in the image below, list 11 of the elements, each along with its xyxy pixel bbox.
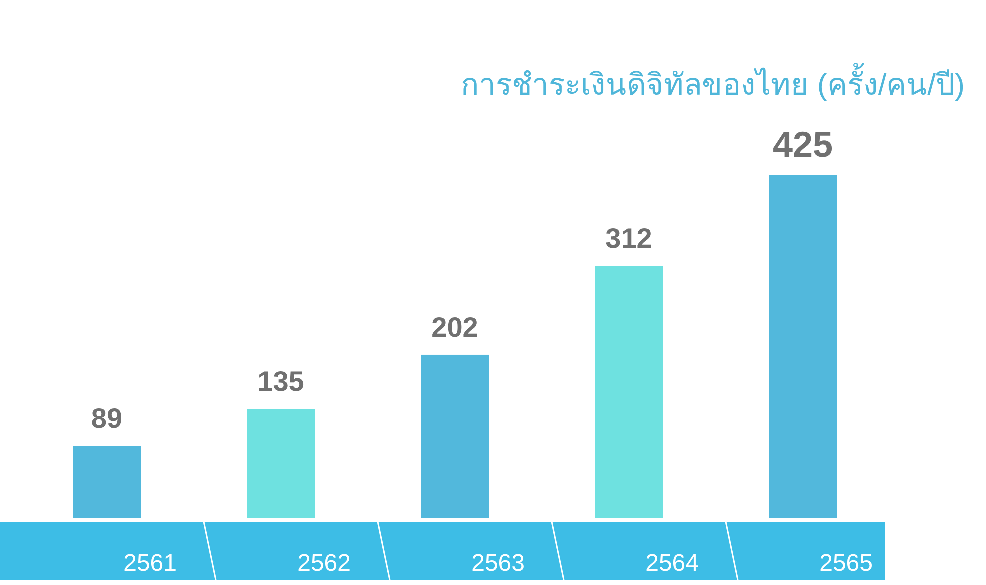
x-tick-label: 2565	[820, 550, 873, 577]
data-label: 312	[606, 223, 652, 254]
x-tick-label: 2561	[124, 550, 177, 577]
data-label: 89	[91, 403, 123, 434]
data-label: 135	[258, 366, 304, 398]
data-label: 425	[772, 124, 834, 165]
x-tick-label: 2564	[646, 550, 699, 577]
chart-title: การชำระเงินดิจิทัลของไทย (ครั้ง/คน/ปี)	[461, 63, 965, 102]
data-label: 202	[432, 312, 478, 343]
x-tick-label: 2562	[298, 550, 351, 577]
x-tick-label: 2563	[472, 550, 525, 577]
